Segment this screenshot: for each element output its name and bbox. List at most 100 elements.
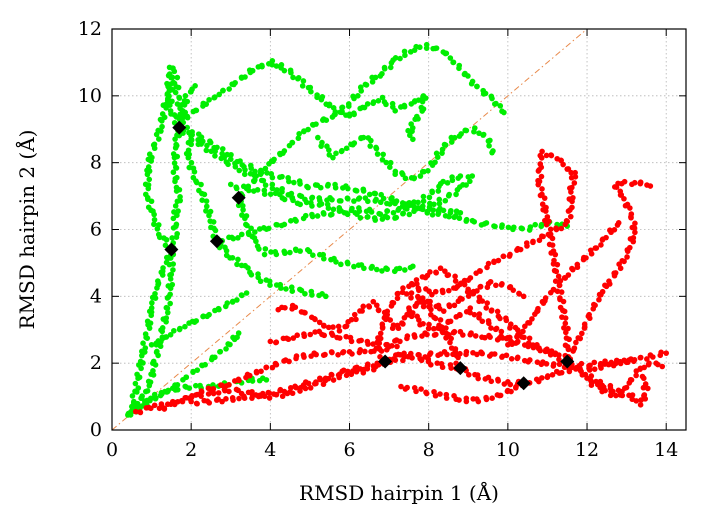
data-point [538, 221, 545, 228]
data-point [149, 300, 155, 306]
data-point [444, 272, 451, 279]
data-point [241, 395, 248, 401]
data-point [343, 145, 350, 152]
data-point [384, 308, 391, 315]
data-point [230, 397, 236, 403]
data-point [351, 140, 358, 146]
data-point [257, 169, 264, 176]
data-point [331, 112, 338, 118]
data-point [543, 361, 550, 367]
data-point [446, 191, 453, 198]
data-point [503, 315, 509, 321]
data-point [144, 335, 151, 341]
data-point [281, 388, 288, 395]
data-point [253, 369, 260, 376]
data-point [361, 265, 367, 272]
data-point [254, 187, 261, 193]
data-point [186, 385, 193, 391]
data-point [417, 44, 423, 51]
data-point [410, 136, 416, 143]
data-point [574, 261, 581, 268]
data-point [559, 314, 565, 320]
data-point [437, 317, 444, 323]
data-point [346, 111, 353, 118]
data-point [214, 144, 220, 151]
data-point [468, 80, 475, 87]
data-point [467, 309, 473, 316]
data-point [293, 353, 300, 359]
data-point [572, 169, 578, 176]
data-point [500, 253, 507, 260]
data-point [207, 218, 214, 224]
data-point [343, 333, 350, 340]
data-point [482, 90, 489, 97]
data-point [433, 150, 440, 157]
data-point [451, 302, 458, 309]
data-point [437, 391, 443, 397]
data-point [330, 206, 337, 213]
data-point [454, 283, 461, 290]
data-point [412, 303, 419, 309]
data-point [474, 351, 480, 358]
data-point [170, 151, 177, 157]
data-point [393, 214, 400, 221]
data-point [351, 311, 358, 318]
data-point [551, 267, 558, 274]
data-point [253, 238, 259, 245]
data-point [350, 93, 356, 100]
data-point [212, 354, 218, 361]
data-point [484, 300, 491, 306]
data-point [258, 368, 264, 375]
data-point [439, 364, 446, 371]
data-point [621, 178, 628, 185]
data-point [240, 207, 246, 213]
data-point [429, 212, 436, 218]
data-point [337, 109, 343, 115]
data-point [402, 386, 409, 392]
data-point [607, 227, 613, 234]
data-point [188, 159, 195, 166]
data-point [365, 341, 371, 347]
data-point [587, 362, 593, 369]
data-point [329, 196, 335, 203]
data-point [392, 171, 398, 178]
data-point [453, 191, 459, 198]
data-point [408, 290, 415, 296]
data-point [297, 181, 303, 187]
data-point [422, 354, 428, 360]
data-point [489, 95, 495, 102]
data-point [210, 390, 217, 397]
data-point [572, 174, 579, 180]
data-point [447, 318, 454, 325]
data-point [339, 104, 346, 111]
data-point [555, 273, 562, 280]
data-point [227, 156, 234, 163]
data-point [450, 59, 456, 66]
data-point [236, 167, 243, 174]
data-point [469, 173, 476, 179]
data-point [370, 363, 377, 369]
data-point [621, 385, 628, 391]
data-point [345, 101, 352, 107]
data-point [145, 204, 152, 211]
data-point [429, 188, 435, 195]
data-point [246, 187, 252, 194]
data-point [650, 354, 656, 360]
data-point [165, 255, 172, 261]
data-point [235, 202, 242, 209]
data-point [637, 402, 644, 408]
data-point [303, 199, 310, 206]
data-point [252, 229, 258, 235]
data-point [353, 316, 359, 323]
data-point [132, 380, 139, 387]
data-point [411, 199, 417, 205]
data-point [631, 357, 638, 363]
data-point [556, 356, 562, 363]
data-point [249, 395, 255, 401]
data-point [232, 163, 239, 170]
data-point [474, 83, 480, 90]
data-point [279, 393, 286, 400]
data-point [512, 340, 519, 346]
data-point [508, 355, 515, 362]
data-point [171, 401, 178, 408]
